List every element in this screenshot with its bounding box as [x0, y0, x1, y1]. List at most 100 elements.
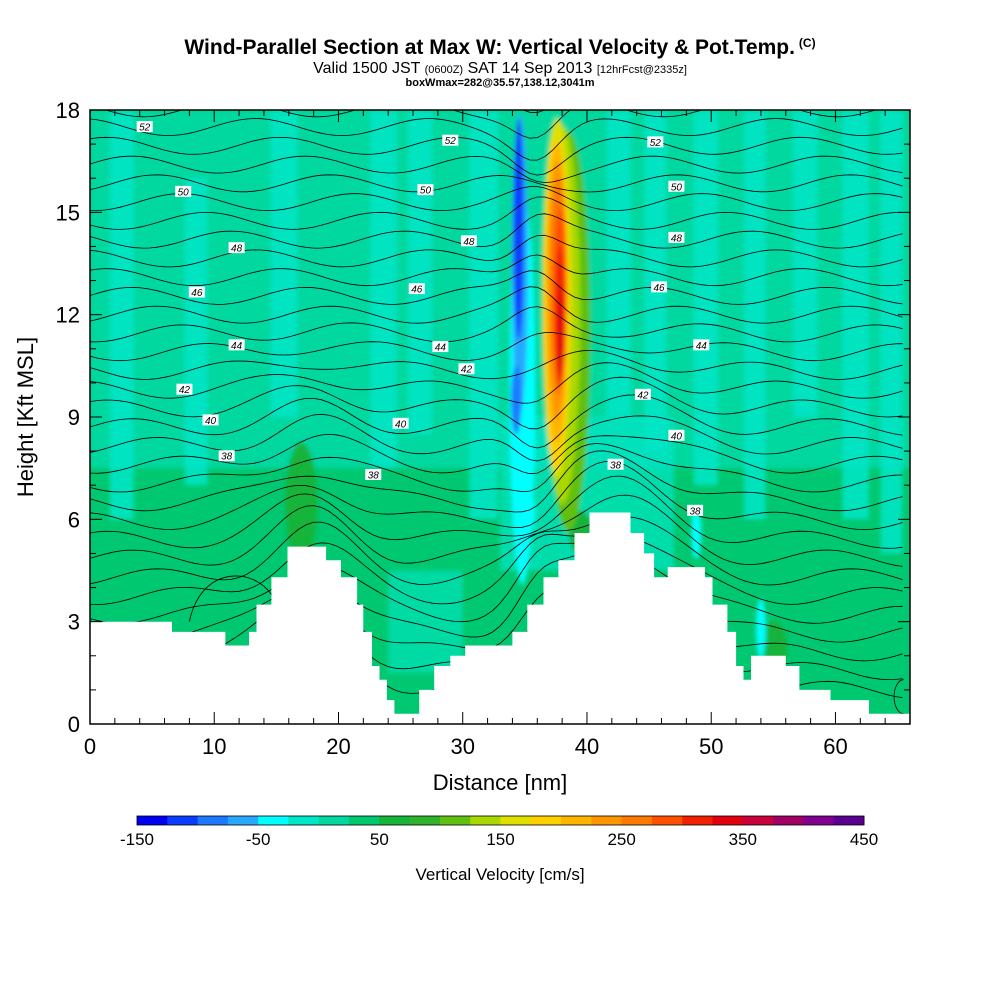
theta-contour-label: 52: [647, 136, 664, 149]
theta-label-text: 46: [653, 283, 665, 294]
theta-label-box: [136, 121, 153, 133]
colorbar-tick-label: 450: [850, 830, 878, 849]
colorbar-swatch: [288, 816, 320, 825]
y-axis-title: Height [Kft MSL]: [13, 337, 38, 497]
theta-label-box: [607, 458, 624, 470]
terrain: [90, 512, 910, 724]
valid-time: Valid 1500 JST: [313, 60, 421, 77]
theta-label-box: [634, 388, 651, 400]
theta-label-box: [460, 235, 477, 247]
colorbar-tick-label: 50: [370, 830, 389, 849]
forecast-info: [12hrFcst@2335z]: [596, 64, 687, 76]
theta-contour-line: [189, 575, 277, 622]
field-low-band: [388, 570, 463, 673]
colorbar-swatch: [379, 816, 411, 825]
colorbar-swatch: [349, 816, 380, 825]
colorbar-swatch: [167, 816, 199, 825]
field-downdraft: [691, 506, 702, 559]
theta-contour-label: 50: [417, 184, 434, 197]
theta-label-box: [442, 134, 459, 146]
theta-label-text: 52: [139, 123, 151, 134]
colorbar-title: Vertical Velocity [cm/s]: [415, 865, 584, 884]
theta-contour-line: [90, 494, 903, 567]
theta-label-text: 48: [671, 233, 683, 244]
theta-contour-line: [893, 679, 904, 715]
theta-contour-label: 44: [228, 339, 245, 352]
theta-contour-label: 42: [634, 388, 651, 401]
colorbar-swatch: [561, 816, 592, 825]
chart-subtitle: Valid 1500 JST (0600Z) SAT 14 Sep 2013 […: [0, 60, 1000, 78]
y-tick-label: 9: [68, 405, 80, 430]
theta-label-text: 38: [610, 460, 622, 471]
theta-label-text: 40: [395, 419, 407, 430]
colorbar-swatch: [439, 816, 471, 825]
theta-label-box: [458, 363, 475, 375]
colorbar-swatch: [773, 816, 804, 825]
chart-title-text: Wind-Parallel Section at Max W: Vertical…: [184, 36, 795, 59]
colorbar-swatch: [470, 816, 501, 825]
theta-contours: [90, 110, 904, 715]
theta-contour-label: 38: [365, 468, 382, 481]
theta-contour-line: [90, 234, 903, 268]
theta-contour-line: [90, 516, 903, 586]
theta-label-box: [188, 286, 205, 298]
colorbar-swatch: [621, 816, 653, 825]
field-downdraft: [511, 364, 522, 435]
theta-contour-line: [90, 286, 903, 324]
colorbar-swatch: [197, 816, 229, 825]
chart-title: Wind-Parallel Section at Max W: Vertical…: [0, 36, 1000, 60]
theta-contour-label: 48: [460, 235, 477, 248]
y-tick-label: 6: [68, 507, 80, 532]
theta-label-text: 38: [221, 452, 233, 463]
colorbar-tick-label: 350: [729, 830, 757, 849]
colorbar-swatch: [258, 816, 289, 825]
theta-contour-label: 38: [218, 450, 235, 463]
x-tick-label: 0: [84, 734, 96, 759]
y-tick-label: 15: [56, 200, 80, 225]
theta-label-box: [228, 339, 245, 351]
velocity-field: [90, 110, 910, 724]
theta-label-box: [218, 450, 235, 462]
theta-contour-label: 38: [687, 504, 704, 517]
theta-contour-line: [90, 118, 903, 161]
field-downdraft: [755, 598, 766, 659]
theta-contour-line: [104, 110, 877, 139]
colorbar-swatch: [651, 816, 683, 825]
theta-label-text: 48: [463, 237, 475, 248]
theta-label-text: 42: [461, 365, 473, 376]
chart-title-suffix: (C): [798, 36, 816, 50]
theta-contour-labels: 52 52 52 50 50 50 48 48 48 46 46 46 44 44 44 42 42 42 40 40…: [136, 121, 710, 517]
theta-label-box: [365, 468, 382, 480]
theta-contour-line: [90, 196, 903, 230]
field-updraft: [557, 286, 564, 377]
theta-label-box: [687, 504, 704, 516]
colorbar-tick-label: 250: [607, 830, 635, 849]
box-info: boxWmax=282@35.57,138.12,3041m: [405, 77, 595, 89]
theta-contour-label: 42: [458, 363, 475, 376]
theta-contour-line: [90, 443, 903, 493]
theta-contour-label: 52: [442, 134, 459, 147]
theta-contour-label: 40: [668, 429, 685, 442]
theta-contour-label: 38: [607, 458, 624, 471]
theta-label-box: [176, 383, 193, 395]
theta-label-text: 42: [637, 390, 649, 401]
theta-label-text: 44: [231, 341, 243, 352]
colorbar-swatch: [712, 816, 744, 825]
theta-label-text: 50: [420, 186, 432, 197]
theta-contour-label: 40: [202, 414, 219, 427]
theta-contour-line: [90, 376, 903, 430]
colorbar-tick-label: -150: [120, 830, 154, 849]
theta-label-text: 44: [435, 343, 447, 354]
x-tick-label: 60: [823, 734, 847, 759]
theta-label-box: [668, 180, 685, 192]
theta-label-text: 38: [689, 506, 701, 517]
theta-contour-line: [90, 460, 903, 531]
theta-contour-label: 46: [408, 283, 425, 296]
theta-contour-line: [90, 155, 903, 184]
field-downdraft: [513, 119, 524, 340]
theta-contour-line: [90, 450, 903, 513]
field-updraft-weak: [285, 442, 318, 563]
x-tick-label: 40: [575, 734, 599, 759]
theta-label-box: [408, 283, 425, 295]
